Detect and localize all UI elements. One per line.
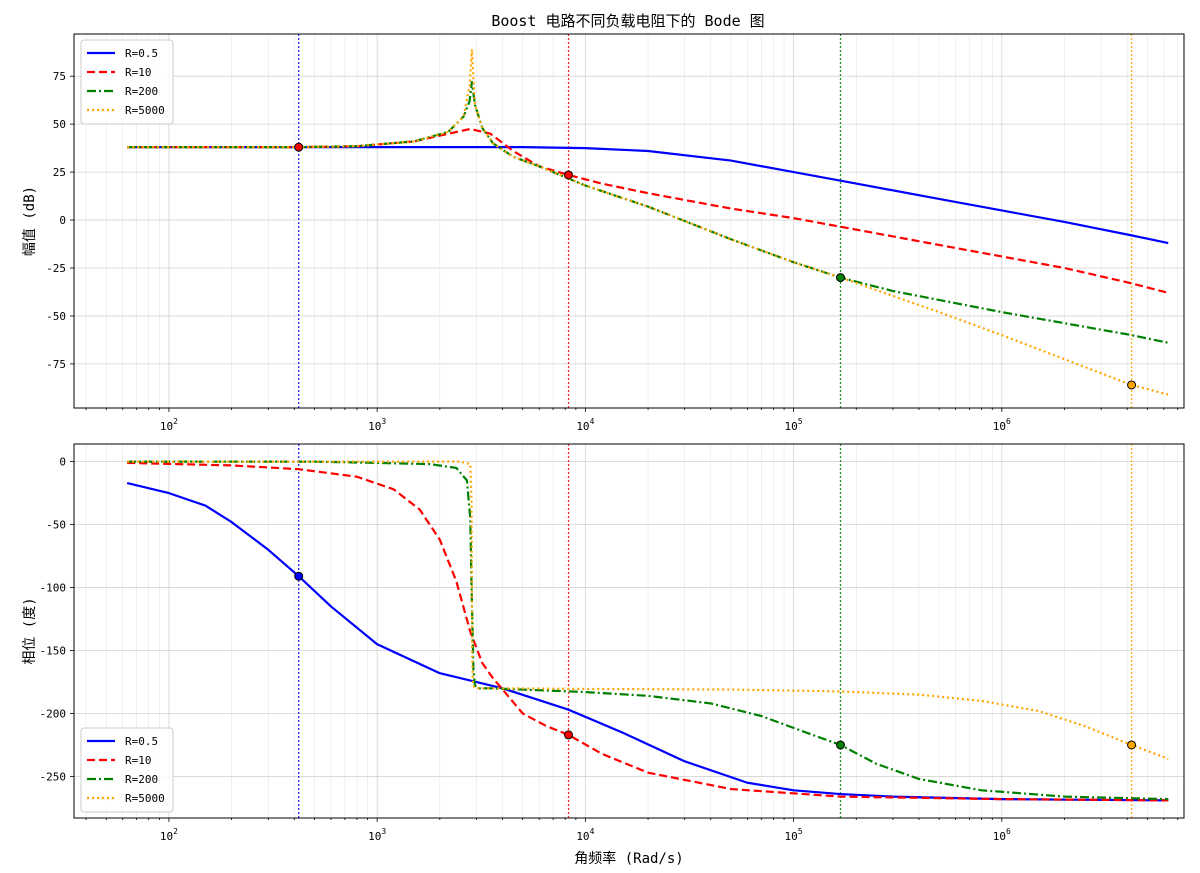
data-point-marker xyxy=(1127,380,1137,390)
legend: R=0.5 R=10 R=200 R=5000 xyxy=(80,39,174,125)
y-tick-label: 75 xyxy=(53,70,66,83)
data-point-marker xyxy=(294,142,304,152)
data-point-marker xyxy=(564,730,574,740)
x-tick-label: 103 xyxy=(368,417,386,433)
data-point-marker xyxy=(835,740,845,750)
y-axis-label: 幅值 (dB) xyxy=(22,186,38,256)
series-line-r-0-5 xyxy=(126,481,1169,802)
y-tick-label: 25 xyxy=(53,166,66,179)
crossover-lines xyxy=(298,444,1133,818)
series-line-r-5000 xyxy=(127,48,1169,396)
data-point-marker xyxy=(835,273,845,283)
x-tick-label: 105 xyxy=(785,417,803,433)
legend-entry-label: R=0.5 xyxy=(125,735,158,748)
series-group xyxy=(127,48,1169,396)
y-tick-label: -100 xyxy=(40,582,67,595)
legend-entry-label: R=200 xyxy=(125,85,158,98)
figure-title: Boost 电路不同负载电阻下的 Bode 图 xyxy=(491,12,764,30)
y-axis-label: 相位 (度) xyxy=(22,597,38,664)
y-tick-label: -75 xyxy=(46,358,66,371)
legend-box xyxy=(80,39,174,125)
x-tick-label: 106 xyxy=(993,417,1011,433)
legend-entry-label: R=10 xyxy=(125,754,152,767)
x-tick-label: 106 xyxy=(993,827,1011,843)
grid xyxy=(74,444,1184,818)
x-tick-label: 102 xyxy=(160,827,178,843)
data-point-marker xyxy=(294,571,304,581)
data-point-marker xyxy=(1127,740,1137,750)
axes-frame xyxy=(73,33,1185,409)
legend: R=0.5 R=10 R=200 R=5000 xyxy=(80,727,174,813)
legend-entry-label: R=10 xyxy=(125,66,152,79)
y-tick-label: 50 xyxy=(53,118,66,131)
legend-entry-label: R=5000 xyxy=(125,104,165,117)
axes-frame xyxy=(73,443,1185,819)
phase-panel: 0-50-100-150-200-250102103104105106107相位… xyxy=(22,443,1185,867)
series-group xyxy=(126,460,1169,802)
y-tick-label: -250 xyxy=(40,770,67,783)
series-line-r-0-5 xyxy=(127,146,1169,245)
y-tick-label: -200 xyxy=(40,707,67,720)
y-tick-label: 0 xyxy=(59,456,66,469)
series-line-r-200 xyxy=(127,460,1169,801)
x-tick-label: 105 xyxy=(785,827,803,843)
crossover-lines xyxy=(298,34,1133,408)
x-tick-label: 104 xyxy=(576,827,594,843)
x-tick-label: 104 xyxy=(576,417,594,433)
y-tick-label: 0 xyxy=(59,214,66,227)
x-tick-label: 102 xyxy=(160,417,178,433)
legend-entry-label: R=5000 xyxy=(125,792,165,805)
series-line-r-5000 xyxy=(127,460,1169,760)
grid xyxy=(74,34,1184,408)
x-tick-label: 103 xyxy=(368,827,386,843)
y-tick-label: -50 xyxy=(46,310,66,323)
series-line-r-10 xyxy=(127,461,1169,802)
legend-box xyxy=(80,727,174,813)
y-tick-label: -50 xyxy=(46,519,66,532)
x-axis-label: 角频率 (Rad/s) xyxy=(574,850,683,867)
legend-entry-label: R=0.5 xyxy=(125,47,158,60)
y-tick-label: -25 xyxy=(46,262,66,275)
legend-entry-label: R=200 xyxy=(125,773,158,786)
data-point-marker xyxy=(564,170,574,180)
y-tick-label: -150 xyxy=(40,645,67,658)
